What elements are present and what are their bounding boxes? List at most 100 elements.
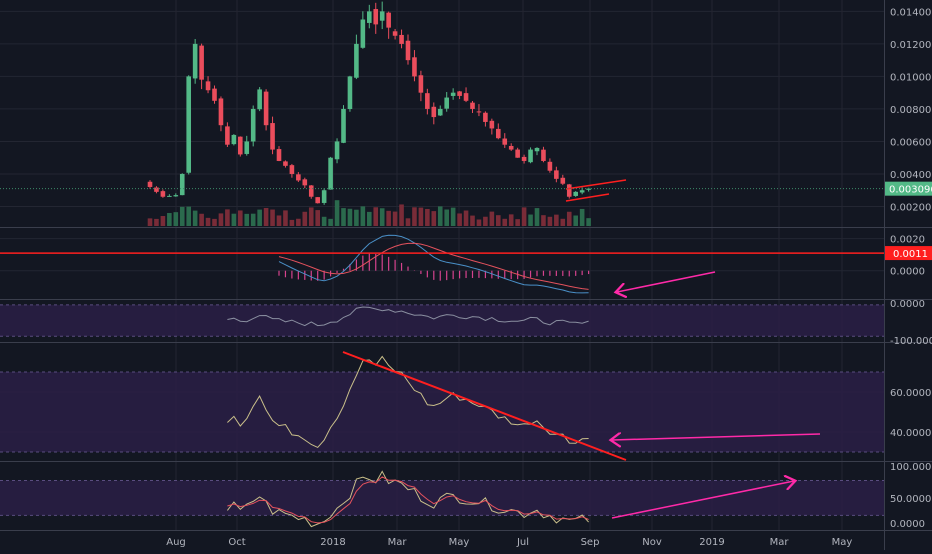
candle-body[interactable] (483, 112, 488, 122)
candle-body[interactable] (541, 149, 546, 161)
candle-body[interactable] (579, 190, 585, 193)
macd-line (278, 234, 589, 294)
candle-body[interactable] (534, 147, 540, 152)
candle-body[interactable] (586, 188, 591, 190)
candle-body[interactable] (205, 81, 211, 91)
candle-body[interactable] (270, 123, 275, 150)
candle-body[interactable] (347, 76, 353, 109)
oscillator-annotation-arrow[interactable] (612, 434, 821, 440)
candle-body[interactable] (386, 12, 391, 28)
channel-lower-line[interactable] (565, 193, 610, 202)
candle-body[interactable] (225, 126, 230, 145)
candle-body[interactable] (418, 75, 424, 93)
candle-body[interactable] (457, 91, 462, 96)
volume-bar (244, 213, 250, 226)
candle-body[interactable] (334, 141, 340, 160)
candle-body[interactable] (167, 195, 172, 197)
candle-body[interactable] (437, 108, 443, 116)
volume-bar (302, 211, 308, 226)
volume-bar (186, 206, 191, 226)
candle-body[interactable] (470, 102, 475, 109)
candle-body[interactable] (496, 128, 501, 139)
candle-body[interactable] (360, 19, 366, 48)
candle-body[interactable] (147, 181, 153, 187)
candle-body[interactable] (257, 89, 262, 110)
macd-annotation-arrow[interactable] (617, 271, 716, 292)
candle-body[interactable] (250, 108, 256, 142)
channel-upper-line[interactable] (565, 179, 627, 190)
candle-body[interactable] (212, 88, 217, 101)
candle-body[interactable] (367, 11, 372, 23)
oscillator-downtrend-line[interactable] (342, 351, 627, 461)
candle-body[interactable] (231, 134, 237, 145)
time-axis[interactable]: Aug Oct 2018 Mar May Jul Sep Nov 2019 Mar May (166, 537, 852, 548)
candle-body[interactable] (502, 138, 508, 145)
candle-body[interactable] (160, 191, 166, 197)
candle-body[interactable] (276, 149, 282, 161)
candle-body[interactable] (399, 34, 404, 44)
candle-body[interactable] (547, 161, 553, 171)
volume-bar (379, 208, 385, 226)
candle-body[interactable] (283, 161, 288, 166)
candle-body[interactable] (218, 98, 224, 126)
last-price-tag[interactable] (885, 181, 932, 196)
volume-bar (257, 209, 262, 226)
candle-body[interactable] (476, 111, 482, 113)
candle-body[interactable] (341, 108, 346, 143)
indicator-band (0, 372, 884, 452)
candle-body[interactable] (354, 43, 359, 78)
candle-body[interactable] (263, 91, 269, 126)
candle-body[interactable] (238, 136, 243, 155)
candle-body[interactable] (308, 185, 314, 197)
stochastic-tick-label: 50.0000 (890, 494, 931, 505)
candle-body[interactable] (328, 157, 333, 190)
candle-body[interactable] (302, 179, 308, 186)
candle-body[interactable] (379, 11, 385, 21)
candle-body[interactable] (450, 92, 456, 96)
candle-body[interactable] (425, 93, 430, 109)
candle-body[interactable] (289, 165, 295, 174)
candle-body[interactable] (521, 156, 527, 161)
candle-body[interactable] (489, 120, 495, 129)
level-tag[interactable] (885, 246, 932, 261)
time-tick-label: Sep (581, 537, 600, 548)
candle-body[interactable] (554, 170, 559, 179)
candle-body[interactable] (412, 57, 417, 77)
candle-body[interactable] (315, 197, 320, 204)
candle-body[interactable] (392, 31, 398, 36)
candle-body[interactable] (296, 174, 301, 181)
macd-tick-label: 0.0020 (890, 235, 925, 246)
candle-body[interactable] (508, 145, 514, 150)
candle-body[interactable] (405, 40, 411, 61)
stochastic-annotation-arrow[interactable] (611, 481, 794, 519)
signal-line (278, 242, 589, 290)
candle-body[interactable] (528, 149, 533, 163)
candle-body[interactable] (373, 9, 379, 25)
candle-body[interactable] (444, 97, 449, 109)
candle-body[interactable] (173, 195, 179, 197)
drawing-annotations[interactable] (0, 179, 884, 519)
volume-bar (573, 215, 578, 226)
candle-body[interactable] (431, 106, 437, 118)
candle-body[interactable] (566, 184, 572, 197)
candle-body[interactable] (199, 45, 204, 80)
volume-bar (205, 217, 211, 226)
candlesticks[interactable] (147, 1, 591, 205)
volume-bar (554, 214, 559, 226)
volume-bar (534, 208, 540, 226)
candle-body[interactable] (573, 191, 578, 196)
candle-body[interactable] (244, 141, 250, 154)
candle-body[interactable] (560, 177, 566, 184)
macd-tick-label: 0.0000 (890, 267, 925, 278)
candle-body[interactable] (154, 187, 159, 192)
candle-body[interactable] (186, 76, 191, 173)
candle-body[interactable] (515, 149, 520, 158)
candle-body[interactable] (179, 173, 185, 196)
candle-body[interactable] (463, 93, 469, 101)
candle-body[interactable] (192, 43, 198, 79)
candle-body[interactable] (321, 190, 327, 203)
